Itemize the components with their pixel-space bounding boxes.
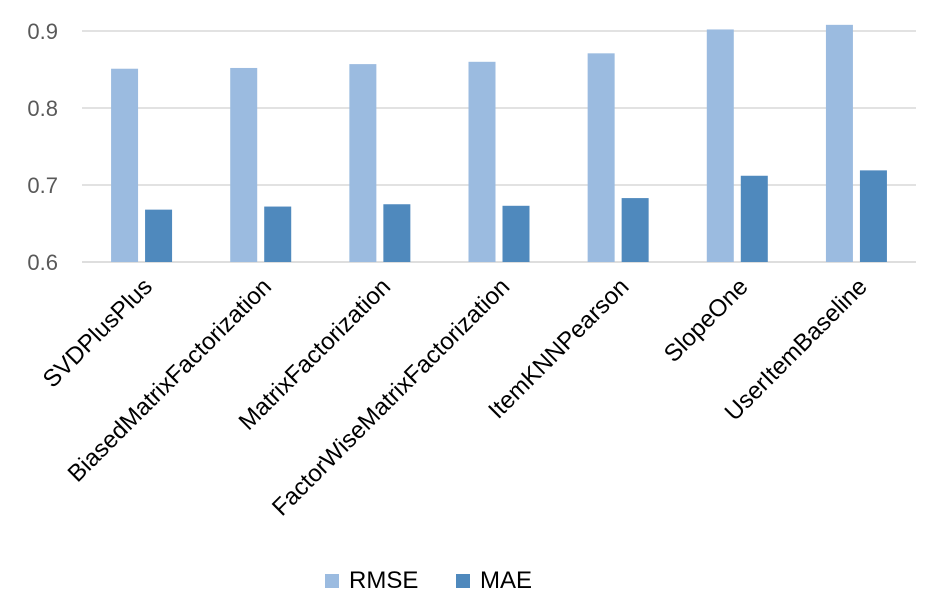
legend-swatch-mae bbox=[456, 574, 470, 588]
bar-rmse-biasedmatrixfactorization bbox=[230, 67, 258, 263]
bar-rmse-svdplusplus bbox=[111, 68, 139, 262]
bar-rmse-slopeone bbox=[706, 29, 734, 263]
bar-mae-itemknnpearson bbox=[621, 198, 649, 262]
bar-mae-biasedmatrixfactorization bbox=[264, 206, 292, 262]
gridlines bbox=[82, 30, 916, 263]
x-axis-labels: SVDPlusPlusBiasedMatrixFactorizationMatr… bbox=[38, 273, 873, 521]
y-tick-label: 0.6 bbox=[27, 250, 58, 275]
bar-rmse-useritembaseline bbox=[825, 24, 853, 263]
bar-mae-useritembaseline bbox=[859, 170, 887, 262]
x-category-label: SlopeOne bbox=[659, 273, 754, 368]
y-axis-ticks: 0.6 0.7 0.8 0.9 bbox=[27, 19, 58, 275]
x-category-label: FactorWiseMatrixFactorization bbox=[267, 273, 515, 521]
legend: RMSE MAE bbox=[325, 567, 532, 594]
bar-mae-factorwisematrixfactorization bbox=[502, 205, 530, 262]
x-category-label: BiasedMatrixFactorization bbox=[63, 273, 277, 487]
legend-label-rmse: RMSE bbox=[349, 567, 418, 594]
legend-swatch-rmse bbox=[325, 574, 339, 588]
bar-mae-matrixfactorization bbox=[383, 204, 411, 262]
y-tick-label: 0.9 bbox=[27, 19, 58, 44]
x-category-label: SVDPlusPlus bbox=[38, 273, 158, 393]
bar-mae-slopeone bbox=[740, 175, 768, 262]
y-tick-label: 0.8 bbox=[27, 96, 58, 121]
legend-label-mae: MAE bbox=[480, 567, 532, 594]
bar-rmse-itemknnpearson bbox=[587, 53, 615, 262]
bar-rmse-factorwisematrixfactorization bbox=[468, 61, 496, 262]
bars bbox=[111, 24, 887, 263]
y-tick-label: 0.7 bbox=[27, 173, 58, 198]
bar-mae-svdplusplus bbox=[145, 209, 173, 262]
bar-rmse-matrixfactorization bbox=[349, 64, 377, 262]
